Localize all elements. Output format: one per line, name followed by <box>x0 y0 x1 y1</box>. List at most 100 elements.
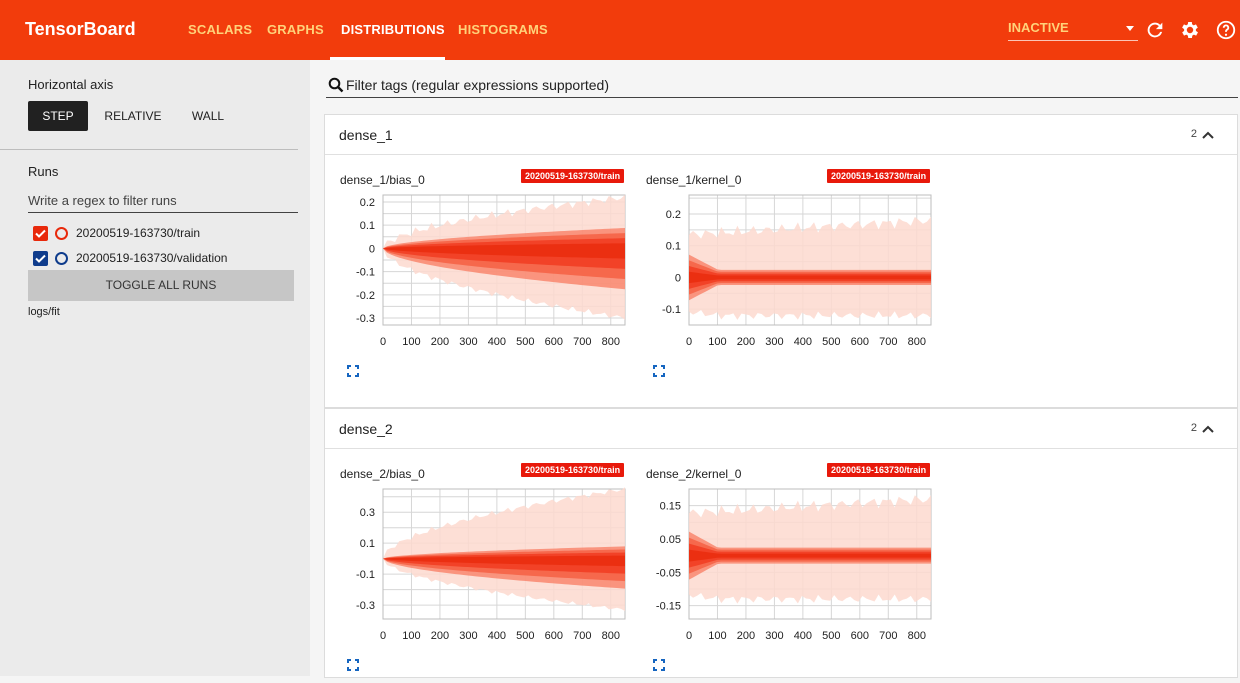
filter-placeholder: Filter tags (regular expressions support… <box>346 77 610 93</box>
distribution-chart[interactable]: 0.15 0.05 -0.05 -0.15 0 100 200 300 400 500 600 700… <box>631 483 937 653</box>
run-item-validation[interactable]: 20200519-163730/validation <box>33 249 227 267</box>
x-tick-label: 400 <box>488 336 506 348</box>
y-tick-label: 0.2 <box>666 209 681 221</box>
x-tick-label: 100 <box>708 630 726 642</box>
y-tick-label: 0.3 <box>360 507 375 519</box>
x-tick-label: 200 <box>431 630 449 642</box>
x-tick-label: 700 <box>573 630 591 642</box>
sidebar: Horizontal axis STEP RELATIVE WALL Runs … <box>0 60 310 676</box>
x-tick-label: 300 <box>459 630 477 642</box>
sidebar-divider <box>0 149 298 150</box>
tab-histograms[interactable]: HISTOGRAMS <box>458 22 548 37</box>
x-tick-label: 700 <box>879 336 897 348</box>
axis-wall-button[interactable]: WALL <box>191 109 225 123</box>
x-tick-label: 500 <box>822 630 840 642</box>
chevron-down-icon <box>1126 26 1134 31</box>
distribution-chart[interactable]: 0.2 0.1 0 -0.1 0 100 200 300 400 500 600 700 800 <box>631 189 937 359</box>
x-tick-label: 800 <box>602 336 620 348</box>
x-tick-label: 600 <box>545 336 563 348</box>
fullscreen-icon[interactable] <box>653 365 665 377</box>
x-tick-label: 800 <box>602 630 620 642</box>
search-icon <box>328 77 344 93</box>
x-tick-label: 600 <box>545 630 563 642</box>
run-color-swatch-icon[interactable] <box>55 251 68 265</box>
card-title: dense_2/kernel_0 <box>646 467 742 481</box>
distribution-band <box>383 243 625 259</box>
x-tick-label: 100 <box>708 336 726 348</box>
distribution-card: dense_1/kernel_0 20200519-163730/train 0… <box>631 159 937 389</box>
x-tick-label: 500 <box>516 630 534 642</box>
tab-graphs[interactable]: GRAPHS <box>267 22 324 37</box>
y-tick-label: 0.1 <box>360 538 375 550</box>
settings-gear-icon[interactable] <box>1179 19 1201 41</box>
tag-filter-input[interactable]: Filter tags (regular expressions support… <box>326 74 1238 98</box>
run-name: 20200519-163730/validation <box>76 251 228 265</box>
x-tick-label: 800 <box>908 630 926 642</box>
distribution-band <box>689 271 931 284</box>
refresh-icon[interactable] <box>1144 19 1166 41</box>
axis-step-button[interactable]: STEP <box>28 101 88 131</box>
panel-title: dense_1 <box>339 127 393 143</box>
panel-header[interactable]: dense_1 2 <box>325 115 1237 155</box>
run-tag-badge: 20200519-163730/train <box>521 169 625 183</box>
tag-group-panel: dense_2 2 dense_2/bias_0 20200519-163730… <box>324 408 1238 678</box>
app-title: TensorBoard <box>25 19 136 39</box>
tag-group-panel: dense_1 2 dense_1/bias_0 20200519-163730… <box>324 114 1238 408</box>
fullscreen-icon[interactable] <box>653 659 665 671</box>
y-tick-label: 0.1 <box>360 220 375 232</box>
x-tick-label: 500 <box>822 336 840 348</box>
y-tick-label: 0.05 <box>660 534 681 546</box>
y-tick-label: -0.2 <box>356 290 375 302</box>
x-tick-label: 0 <box>380 630 386 642</box>
distribution-card: dense_2/kernel_0 20200519-163730/train 0… <box>631 453 937 683</box>
toggle-all-runs-button[interactable]: TOGGLE ALL RUNS <box>28 270 294 301</box>
x-tick-label: 200 <box>431 336 449 348</box>
run-item-train[interactable]: 20200519-163730/train <box>33 224 200 242</box>
panel-count: 2 <box>1190 128 1197 140</box>
help-icon[interactable] <box>1215 19 1237 41</box>
checkbox-icon[interactable] <box>33 225 48 241</box>
distribution-band <box>689 216 931 320</box>
fullscreen-icon[interactable] <box>347 365 359 377</box>
axis-relative-button[interactable]: RELATIVE <box>104 109 162 123</box>
horizontal-axis-label: Horizontal axis <box>28 77 114 92</box>
x-tick-label: 400 <box>794 630 812 642</box>
run-color-swatch-icon[interactable] <box>55 226 68 240</box>
x-tick-label: 800 <box>908 336 926 348</box>
y-tick-label: 0 <box>675 272 681 284</box>
x-tick-label: 600 <box>851 630 869 642</box>
x-tick-label: 200 <box>737 630 755 642</box>
run-tag-badge: 20200519-163730/train <box>521 463 625 477</box>
distribution-chart[interactable]: 0.3 0.1 -0.1 -0.3 0 100 200 300 400 500 600 700 800 <box>325 483 631 653</box>
y-tick-label: -0.3 <box>356 313 375 325</box>
y-tick-label: -0.15 <box>656 601 681 613</box>
run-tag-badge: 20200519-163730/train <box>827 169 931 183</box>
y-tick-label: 0.15 <box>660 501 681 513</box>
panel-header[interactable]: dense_2 2 <box>325 409 1237 449</box>
x-tick-label: 500 <box>516 336 534 348</box>
inactive-plugins-select[interactable]: INACTIVE <box>1008 20 1138 41</box>
y-tick-label: -0.1 <box>356 267 375 279</box>
distribution-band <box>383 555 625 567</box>
x-tick-label: 200 <box>737 336 755 348</box>
card-title: dense_2/bias_0 <box>340 467 425 481</box>
fullscreen-icon[interactable] <box>347 659 359 671</box>
chevron-up-icon[interactable] <box>1201 129 1215 141</box>
panel-title: dense_2 <box>339 421 393 437</box>
x-tick-label: 0 <box>686 630 692 642</box>
run-name: 20200519-163730/train <box>76 226 201 240</box>
tab-scalars[interactable]: SCALARS <box>188 22 253 37</box>
x-tick-label: 100 <box>402 630 420 642</box>
y-tick-label: -0.1 <box>662 304 681 316</box>
runs-filter-input[interactable]: Write a regex to filter runs <box>28 193 298 213</box>
active-tab-indicator <box>330 57 445 60</box>
distribution-chart[interactable]: 0.2 0.1 0 -0.1 -0.2 -0.3 0 100 200 300 400 500 600 70… <box>325 189 631 359</box>
x-tick-label: 100 <box>402 336 420 348</box>
panel-count: 2 <box>1190 422 1197 434</box>
distribution-card: dense_1/bias_0 20200519-163730/train 0.2… <box>325 159 631 389</box>
chevron-up-icon[interactable] <box>1201 423 1215 435</box>
checkbox-icon[interactable] <box>33 250 48 266</box>
tab-distributions[interactable]: DISTRIBUTIONS <box>341 22 445 37</box>
logdir-label: logs/fit <box>28 306 60 318</box>
x-tick-label: 700 <box>879 630 897 642</box>
